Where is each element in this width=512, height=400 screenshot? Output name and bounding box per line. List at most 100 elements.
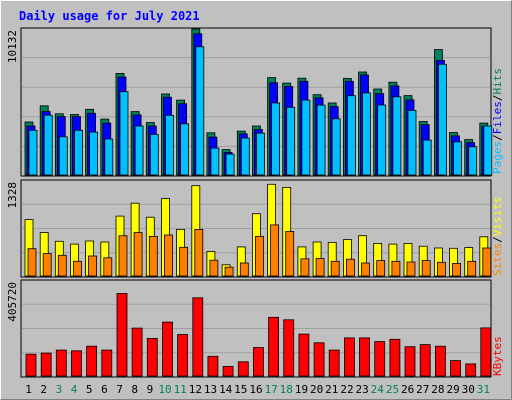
x-tick-label: 15 bbox=[234, 383, 247, 396]
kbytes-bar bbox=[298, 333, 310, 377]
sites-bar bbox=[467, 260, 477, 277]
pages-bar bbox=[149, 133, 159, 176]
sites-bar bbox=[391, 260, 401, 277]
x-tick-label: 31 bbox=[477, 383, 490, 396]
legend-separator: / bbox=[491, 236, 504, 243]
sites-bar bbox=[239, 262, 249, 277]
pages-bar bbox=[165, 114, 174, 176]
x-tick-label: 28 bbox=[431, 383, 444, 396]
pages-bar bbox=[377, 104, 387, 176]
sites-bar bbox=[88, 255, 97, 277]
pages-bar bbox=[331, 118, 341, 176]
x-tick-label: 17 bbox=[265, 383, 278, 396]
x-tick-label: 18 bbox=[280, 383, 293, 396]
sites-bar bbox=[315, 258, 325, 277]
kbytes-bar bbox=[328, 349, 340, 377]
pages-bar bbox=[316, 104, 326, 176]
pages-bar bbox=[346, 95, 356, 176]
sites-bar bbox=[133, 232, 143, 277]
x-tick-label: 6 bbox=[101, 383, 108, 396]
sites-bar bbox=[300, 258, 310, 277]
pages-bar bbox=[422, 139, 432, 176]
kbytes-bar bbox=[419, 344, 431, 377]
kbytes-bar bbox=[177, 334, 189, 377]
kbytes-bar bbox=[465, 363, 477, 377]
visits-sites-panel: 1328 Sites/Visits bbox=[6, 179, 504, 278]
y-max-label: 10132 bbox=[6, 30, 19, 63]
sites-bar bbox=[57, 254, 67, 277]
sites-bar bbox=[482, 247, 492, 277]
pages-bar bbox=[119, 91, 129, 176]
pages-bar bbox=[43, 114, 53, 176]
x-tick-label: 26 bbox=[401, 383, 414, 396]
sites-bar bbox=[452, 262, 461, 277]
x-tick-label: 9 bbox=[147, 383, 154, 396]
kbytes-bar bbox=[359, 337, 370, 377]
x-tick-label: 29 bbox=[446, 383, 459, 396]
pages-bar bbox=[437, 63, 447, 176]
x-tick-label: 16 bbox=[249, 383, 262, 396]
y-max-label: 405720 bbox=[6, 282, 19, 322]
x-tick-label: 3 bbox=[56, 383, 63, 396]
sites-bar bbox=[345, 258, 355, 277]
legend-sites-label: Sites bbox=[491, 243, 504, 276]
kbytes-bar bbox=[237, 361, 249, 377]
sites-bar bbox=[254, 235, 264, 277]
pages-bar bbox=[134, 125, 144, 176]
legend-kbytes-label: KBytes bbox=[491, 336, 504, 376]
x-tick-label: 10 bbox=[158, 383, 171, 396]
sites-bar bbox=[179, 246, 189, 277]
kbytes-bar bbox=[268, 316, 280, 377]
legend-files-label: Files bbox=[491, 101, 504, 134]
pages-bar bbox=[74, 129, 83, 176]
chart-title: Daily usage for July 2021 bbox=[19, 9, 200, 23]
sites-bar bbox=[164, 234, 173, 277]
sites-bar bbox=[270, 224, 280, 277]
sites-bar bbox=[118, 235, 128, 277]
kbytes-panel: 405720 KBytes bbox=[6, 279, 504, 378]
x-tick-label: 23 bbox=[355, 383, 368, 396]
pages-bar bbox=[89, 131, 98, 176]
sites-bar bbox=[330, 260, 340, 277]
pages-bar bbox=[468, 146, 478, 176]
kbytes-bar bbox=[40, 352, 52, 377]
sites-bar bbox=[194, 228, 204, 277]
x-tick-label: 22 bbox=[340, 383, 353, 396]
kbytes-bar bbox=[450, 360, 461, 377]
x-axis-day-labels: 1 2 3 4 5 6 7 8 9 10 11 12 13 14 15 16 17 18 19 20 21 22 23 24 2… bbox=[25, 383, 490, 396]
sites-bar bbox=[285, 231, 295, 277]
hits-files-pages-panel: 10132 Pages/Files/Hits bbox=[6, 27, 504, 177]
kbytes-bar bbox=[404, 346, 416, 377]
sites-bar bbox=[148, 235, 158, 277]
x-tick-label: 5 bbox=[86, 383, 93, 396]
kbytes-bar bbox=[283, 319, 295, 377]
x-tick-label: 14 bbox=[219, 383, 233, 396]
pages-bar bbox=[483, 125, 493, 176]
pages-bar bbox=[195, 46, 205, 176]
x-tick-label: 20 bbox=[310, 383, 323, 396]
sites-bar bbox=[406, 261, 416, 277]
legend-separator: / bbox=[491, 95, 504, 102]
kbytes-bar bbox=[131, 327, 143, 377]
y-max-label: 1328 bbox=[6, 182, 19, 209]
x-tick-label: 13 bbox=[204, 383, 217, 396]
sites-bar bbox=[376, 260, 386, 277]
x-tick-label: 1 bbox=[25, 383, 32, 396]
x-tick-label: 30 bbox=[462, 383, 475, 396]
x-tick-label: 8 bbox=[131, 383, 138, 396]
sites-bar bbox=[103, 257, 113, 277]
kbytes-bar bbox=[389, 338, 401, 377]
x-tick-label: 2 bbox=[40, 383, 47, 396]
sites-bar bbox=[27, 248, 37, 277]
kbytes-bar bbox=[192, 297, 204, 377]
kbytes-bar bbox=[146, 337, 158, 377]
x-tick-label: 4 bbox=[71, 383, 78, 396]
kbytes-bar bbox=[480, 327, 492, 377]
kbytes-bar bbox=[25, 353, 37, 377]
legend-pages-label: Pages bbox=[491, 141, 504, 174]
sites-bar bbox=[361, 262, 370, 277]
pages-bar bbox=[407, 110, 417, 176]
kbytes-bar bbox=[71, 350, 82, 377]
pages-bar bbox=[28, 129, 38, 176]
